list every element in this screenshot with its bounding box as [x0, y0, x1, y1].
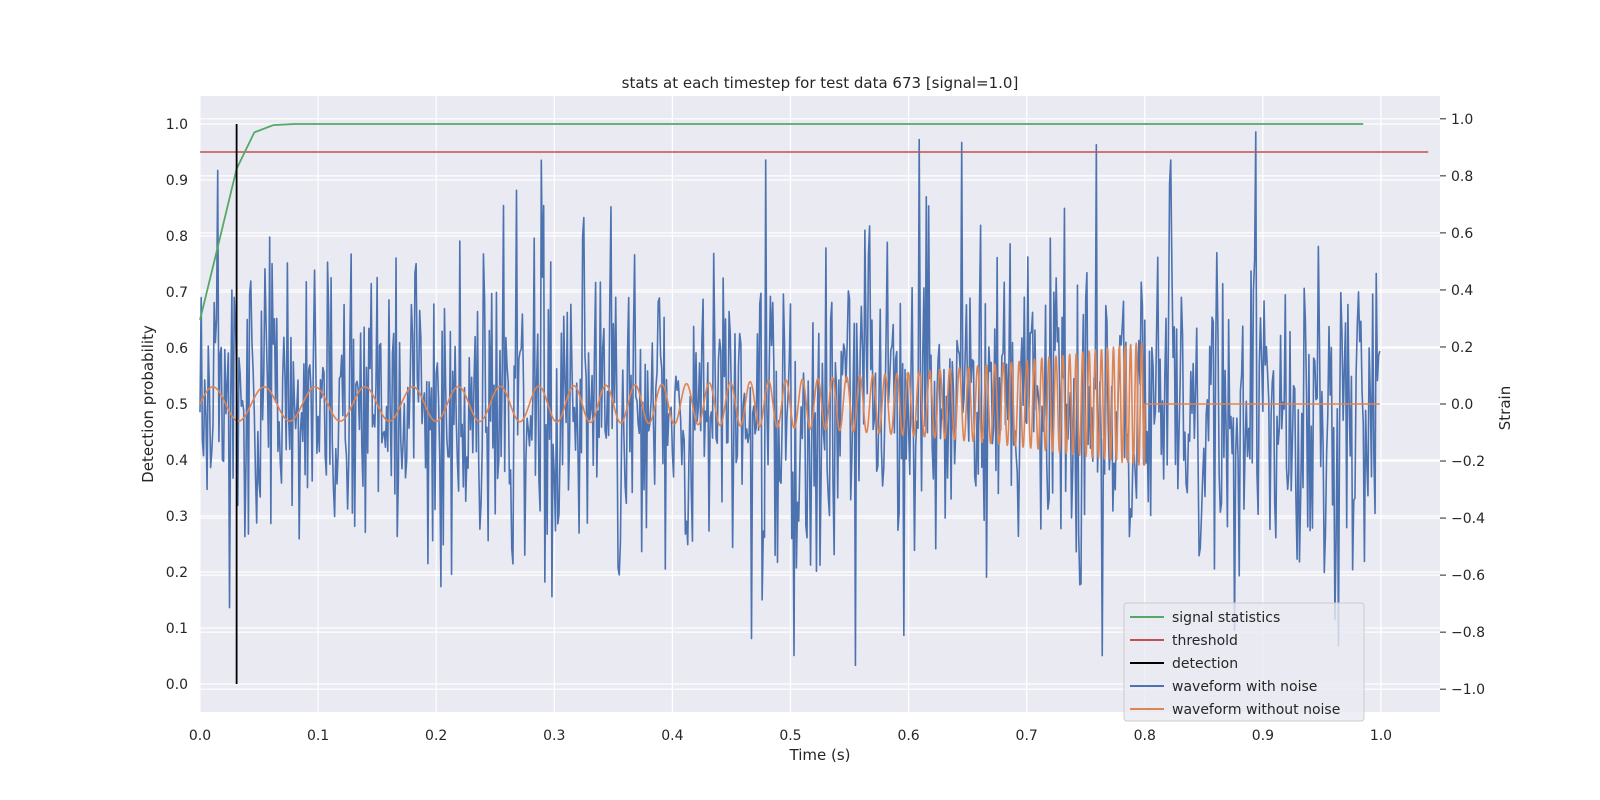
y-tick-label: 0.4 — [166, 453, 188, 469]
x-tick-label: 1.0 — [1370, 728, 1392, 744]
y-tick-label: 0.8 — [166, 229, 188, 245]
series-waveform-without-noise — [199, 341, 1381, 466]
legend-label: waveform with noise — [1172, 679, 1317, 695]
x-tick-label: 0.7 — [1016, 728, 1038, 744]
y2-tick-label: 1.0 — [1451, 112, 1473, 128]
y-tick-label: 0.0 — [166, 677, 188, 693]
x-tick-label: 0.8 — [1134, 728, 1156, 744]
series-waveform-with-noise — [199, 131, 1381, 667]
legend-item-signal-statistics: signal statistics — [1130, 610, 1280, 626]
y2-axis-label: Strain — [1496, 386, 1514, 430]
y-tick-label: 0.1 — [166, 621, 188, 637]
legend-item-waveform-with-noise: waveform with noise — [1130, 679, 1317, 695]
y2-tick-label: −0.2 — [1451, 454, 1485, 470]
legend-item-threshold: threshold — [1130, 633, 1238, 649]
axes: 0.0 0.1 0.2 0.3 0.4 0.5 0.6 0.7 0.8 0.9 1.0 0.0 0.1 0… — [166, 112, 1485, 744]
y2-tick-label: −0.6 — [1451, 568, 1485, 584]
legend-label: detection — [1172, 656, 1238, 672]
x-tick-label: 0.9 — [1252, 728, 1274, 744]
legend-label: waveform without noise — [1172, 702, 1340, 718]
y2-tick-label: 0.2 — [1451, 340, 1473, 356]
y-tick-label: 0.2 — [166, 565, 188, 581]
y2-tick-label: 0.6 — [1451, 226, 1473, 242]
x-tick-label: 0.0 — [189, 728, 211, 744]
x-axis-label: Time (s) — [789, 746, 851, 764]
y2-tick-label: −1.0 — [1451, 682, 1485, 698]
legend-item-detection: detection — [1130, 656, 1238, 672]
y2-tick-label: 0.8 — [1451, 169, 1473, 185]
y2-tick-label: 0.4 — [1451, 283, 1473, 299]
x-tick-label: 0.2 — [425, 728, 447, 744]
y-tick-label: 0.6 — [166, 341, 188, 357]
y2-tick-label: −0.4 — [1451, 511, 1485, 527]
legend-label: signal statistics — [1172, 610, 1280, 626]
y-tick-label: 0.9 — [166, 173, 188, 189]
y2-tick-label: −0.8 — [1451, 625, 1485, 641]
legend: signal statistics threshold detection wa… — [1123, 602, 1365, 722]
series-signal-statistics — [199, 123, 1364, 321]
x-tick-label: 0.3 — [543, 728, 565, 744]
legend-item-waveform-without-noise: waveform without noise — [1130, 702, 1340, 718]
legend-label: threshold — [1172, 633, 1238, 649]
chart-title: stats at each timestep for test data 673… — [622, 74, 1019, 92]
y-tick-label: 1.0 — [166, 117, 188, 133]
legend-box — [1123, 602, 1365, 722]
y-axis-label: Detection probability — [139, 325, 157, 483]
series-layer — [199, 123, 1429, 684]
y-tick-label: 0.7 — [166, 285, 188, 301]
x-tick-label: 0.6 — [897, 728, 919, 744]
x-tick-label: 0.1 — [307, 728, 329, 744]
x-tick-label: 0.5 — [779, 728, 801, 744]
y-tick-label: 0.5 — [166, 397, 188, 413]
y2-tick-label: 0.0 — [1451, 397, 1473, 413]
y-tick-label: 0.3 — [166, 509, 188, 525]
x-tick-label: 0.4 — [661, 728, 683, 744]
